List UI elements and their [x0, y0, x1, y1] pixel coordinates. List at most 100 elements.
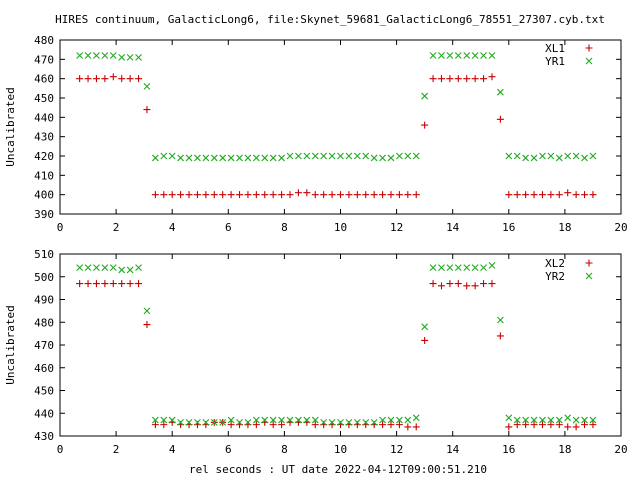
data-point-yr1	[194, 154, 201, 162]
data-point-yr1	[311, 152, 319, 160]
x-tick-label: 6	[225, 221, 232, 234]
data-point-xl1	[370, 191, 378, 199]
data-point-yr2	[337, 418, 344, 426]
data-point-yr1	[160, 152, 168, 160]
data-point-yr1	[522, 154, 530, 162]
data-point-yr2	[463, 264, 471, 272]
data-point-yr1	[252, 154, 260, 162]
data-point-xl2	[151, 421, 159, 429]
y-tick-label: 390	[34, 208, 54, 221]
data-point-xl1	[219, 191, 227, 199]
data-point-yr2	[76, 264, 84, 272]
data-point-yr1	[513, 152, 521, 160]
x-tick-label: 4	[169, 221, 176, 234]
data-point-xl2	[278, 421, 286, 429]
x-tick-label: 2	[113, 221, 120, 234]
data-point-xl1	[522, 191, 530, 199]
data-point-xl1	[160, 191, 168, 199]
data-point-yr2	[261, 416, 269, 424]
data-point-yr2	[295, 416, 302, 424]
data-point-yr1	[261, 154, 269, 162]
data-point-yr2	[84, 264, 92, 272]
plot-frame-bottom	[59, 253, 622, 437]
data-point-xl2	[480, 280, 488, 288]
data-point-xl1	[454, 75, 462, 83]
data-point-yr1	[505, 152, 513, 160]
data-point-yr1	[202, 154, 210, 162]
data-point-xl1	[337, 191, 344, 199]
data-point-xl2	[437, 282, 445, 290]
data-point-yr1	[539, 152, 546, 160]
x-tick-label: 8	[281, 443, 288, 456]
data-point-xl1	[135, 75, 143, 83]
data-point-xl1	[126, 75, 134, 83]
data-point-xl1	[581, 191, 589, 199]
data-point-yr2	[353, 418, 361, 426]
data-point-xl1	[328, 191, 336, 199]
data-point-xl1	[311, 191, 319, 199]
data-point-yr2	[429, 264, 437, 272]
data-point-xl1	[210, 191, 218, 199]
data-point-xl2	[135, 280, 143, 288]
data-point-yr2	[311, 416, 319, 424]
panel-bottom: Uncalibrated 0 2 4 6 8 10 12 14 16 18 20 430 440 450 4…	[4, 248, 628, 456]
x-tick-label: 12	[390, 221, 403, 234]
data-point-xl2	[160, 421, 168, 429]
data-point-xl1	[572, 191, 580, 199]
x-tick-label: 14	[446, 221, 460, 234]
chart-title: HIRES continuum, GalacticLong6, file:Sky…	[55, 13, 605, 26]
data-point-yr1	[480, 52, 487, 59]
data-point-yr2	[269, 416, 277, 424]
data-point-yr1	[438, 52, 445, 59]
y-tick-label: 510	[34, 248, 54, 261]
data-point-xl1	[345, 191, 353, 199]
data-point-yr2	[370, 418, 378, 426]
data-point-xl2	[101, 280, 109, 288]
data-point-yr2	[118, 266, 126, 274]
y-axis-label-bottom: Uncalibrated	[4, 305, 17, 384]
data-point-yr1	[572, 152, 580, 160]
legend-label: XL1	[545, 42, 565, 55]
data-point-xl1	[193, 191, 201, 199]
panel-top: Uncalibrated 0 2 4 6 8 10 12 14 16 18 20 390 400 410 4…	[4, 34, 628, 234]
data-point-xl2	[513, 421, 521, 429]
data-point-yr1	[84, 52, 92, 59]
data-point-yr2	[572, 416, 580, 424]
data-point-yr1	[286, 152, 294, 160]
data-point-xl2	[379, 421, 387, 429]
legend-label: YR2	[545, 270, 565, 283]
x-tick-label: 8	[281, 221, 288, 234]
data-point-xl1	[76, 75, 84, 83]
data-point-xl2	[446, 280, 454, 288]
y-tick-label: 500	[34, 271, 54, 284]
data-point-yr2	[210, 418, 218, 426]
y-tick-label: 400	[34, 189, 54, 202]
x-tick-label: 2	[113, 443, 120, 456]
data-point-xl1	[412, 191, 420, 199]
data-point-yr2	[202, 418, 210, 426]
y-tick-label: 460	[34, 362, 54, 375]
data-point-xl2	[311, 421, 319, 429]
x-tick-label: 14	[446, 443, 460, 456]
data-point-yr1	[295, 152, 302, 160]
data-point-xl2	[572, 423, 580, 431]
data-point-xl1	[143, 106, 151, 114]
legend-marker-yr1	[585, 57, 593, 65]
data-point-xl1	[118, 75, 126, 83]
data-point-yr2	[581, 416, 588, 424]
data-point-xl1	[168, 191, 176, 199]
data-point-yr1	[210, 154, 218, 162]
x-tick-label: 12	[390, 443, 403, 456]
data-point-xl2	[589, 421, 597, 429]
data-point-xl1	[320, 191, 328, 199]
data-point-yr1	[446, 52, 454, 59]
data-point-yr1	[496, 88, 504, 96]
data-point-yr2	[236, 418, 243, 426]
y-tick-label: 490	[34, 294, 54, 307]
data-point-xl1	[202, 191, 210, 199]
data-point-yr1	[581, 154, 588, 162]
data-point-yr2	[101, 264, 109, 272]
